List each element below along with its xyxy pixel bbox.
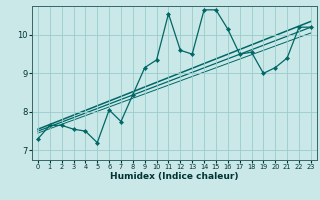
X-axis label: Humidex (Indice chaleur): Humidex (Indice chaleur) bbox=[110, 172, 239, 181]
